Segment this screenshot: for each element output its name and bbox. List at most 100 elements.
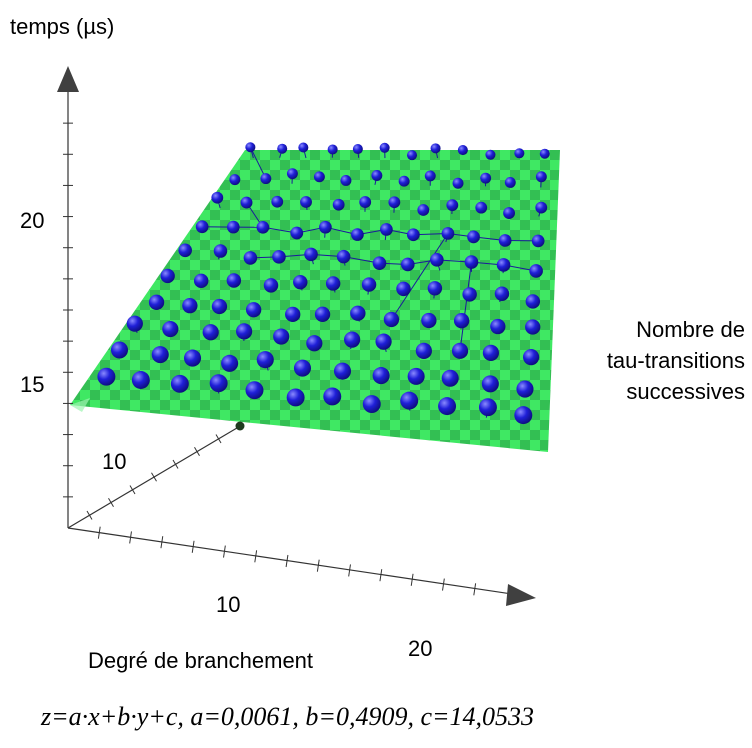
data-point bbox=[498, 234, 512, 247]
data-point bbox=[516, 380, 534, 398]
data-point bbox=[535, 201, 548, 214]
x-axis-tick bbox=[191, 540, 195, 553]
data-point bbox=[333, 362, 352, 380]
data-point bbox=[340, 175, 352, 186]
x-axis-tick bbox=[410, 573, 414, 586]
data-point bbox=[380, 223, 393, 236]
data-point bbox=[211, 191, 224, 204]
data-point bbox=[441, 369, 459, 387]
x-axis-tick bbox=[473, 583, 477, 596]
y-axis-end-marker bbox=[235, 421, 245, 431]
data-point bbox=[350, 305, 366, 321]
y-axis-line bbox=[67, 424, 243, 529]
data-point bbox=[272, 250, 286, 264]
data-point bbox=[375, 333, 392, 350]
data-point bbox=[421, 312, 437, 329]
x-axis-tick bbox=[223, 545, 226, 558]
data-point-link bbox=[249, 147, 267, 179]
z-tick-label-15: 15 bbox=[20, 372, 44, 397]
fit-plane bbox=[70, 150, 560, 452]
data-point bbox=[462, 287, 477, 302]
data-point bbox=[514, 148, 525, 159]
data-point bbox=[446, 199, 459, 212]
data-point bbox=[213, 244, 228, 258]
data-point bbox=[496, 258, 511, 272]
data-point bbox=[539, 148, 550, 159]
axes bbox=[67, 88, 513, 595]
data-point bbox=[362, 395, 381, 414]
data-point bbox=[256, 351, 274, 369]
data-point bbox=[256, 220, 270, 234]
x-tick-label-20: 20 bbox=[408, 636, 432, 661]
data-point bbox=[467, 230, 480, 244]
data-point bbox=[245, 302, 262, 318]
data-point bbox=[535, 171, 547, 183]
data-point bbox=[211, 298, 228, 315]
data-point bbox=[195, 220, 209, 234]
data-point bbox=[313, 171, 325, 183]
data-point bbox=[336, 249, 351, 264]
data-point bbox=[263, 278, 279, 293]
data-point bbox=[227, 220, 240, 234]
data-point bbox=[504, 176, 516, 188]
data-point bbox=[193, 273, 209, 289]
data-point bbox=[323, 387, 342, 406]
data-point bbox=[245, 142, 256, 153]
data-point bbox=[482, 344, 499, 361]
data-point bbox=[325, 276, 341, 291]
data-point bbox=[417, 204, 430, 216]
x-axis-tick bbox=[160, 536, 164, 549]
data-point bbox=[424, 170, 436, 182]
data-point bbox=[344, 331, 361, 348]
data-point bbox=[372, 256, 387, 270]
data-point bbox=[286, 168, 298, 180]
data-point bbox=[427, 281, 443, 296]
data-point bbox=[319, 220, 332, 234]
x-axis-arrowhead bbox=[506, 584, 536, 606]
data-point bbox=[178, 243, 192, 258]
data-point bbox=[494, 286, 510, 301]
z-axis-label: temps (µs) bbox=[10, 14, 114, 39]
data-point-link bbox=[391, 233, 449, 320]
data-point bbox=[202, 324, 219, 341]
data-point bbox=[478, 398, 497, 417]
data-point bbox=[415, 342, 432, 359]
y-tick-label-10: 10 bbox=[102, 449, 126, 474]
data-point bbox=[351, 228, 364, 241]
data-point bbox=[162, 320, 179, 338]
z-axis-arrowhead bbox=[57, 66, 79, 92]
data-point bbox=[372, 367, 390, 385]
data-point bbox=[379, 142, 390, 153]
data-point bbox=[361, 277, 377, 292]
data-point bbox=[260, 173, 272, 185]
x-axis-tick bbox=[348, 564, 351, 577]
data-point bbox=[221, 354, 239, 372]
data-point bbox=[480, 172, 492, 184]
data-point bbox=[298, 142, 309, 153]
data-point bbox=[441, 227, 455, 240]
data-point bbox=[485, 149, 496, 160]
data-point bbox=[243, 251, 258, 265]
data-point bbox=[407, 367, 425, 385]
data-point bbox=[151, 346, 169, 364]
data-point bbox=[481, 375, 499, 393]
data-point bbox=[457, 145, 468, 156]
x-tick-label-10: 10 bbox=[216, 592, 240, 617]
data-point bbox=[170, 374, 189, 393]
x-axis-tick bbox=[285, 554, 289, 568]
data-points bbox=[97, 142, 550, 425]
data-point bbox=[464, 255, 479, 269]
data-point bbox=[406, 150, 418, 161]
data-point bbox=[396, 281, 411, 297]
y-axis-tick bbox=[151, 472, 157, 482]
data-point bbox=[277, 143, 288, 154]
data-point bbox=[97, 367, 116, 386]
data-point bbox=[383, 311, 400, 328]
data-point bbox=[327, 144, 338, 155]
fit-plane-light-edge bbox=[70, 398, 90, 412]
y-axis-tick bbox=[172, 459, 179, 469]
data-point bbox=[332, 198, 345, 211]
data-point bbox=[359, 196, 372, 208]
fit-equation: z=a·x+b·y+c, a=0,0061, b=0,4909, c=14,05… bbox=[40, 702, 534, 731]
data-point bbox=[245, 381, 264, 400]
